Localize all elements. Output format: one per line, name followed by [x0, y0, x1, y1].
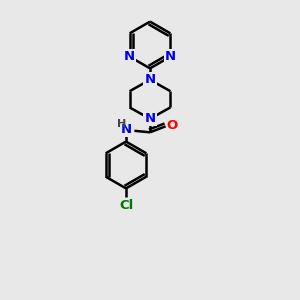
- Text: N: N: [144, 112, 156, 125]
- Text: O: O: [167, 118, 178, 132]
- Text: Cl: Cl: [119, 199, 133, 212]
- Text: H: H: [117, 118, 127, 129]
- Text: N: N: [165, 50, 176, 63]
- Text: N: N: [124, 50, 135, 63]
- Text: N: N: [120, 122, 132, 136]
- Text: N: N: [144, 73, 156, 86]
